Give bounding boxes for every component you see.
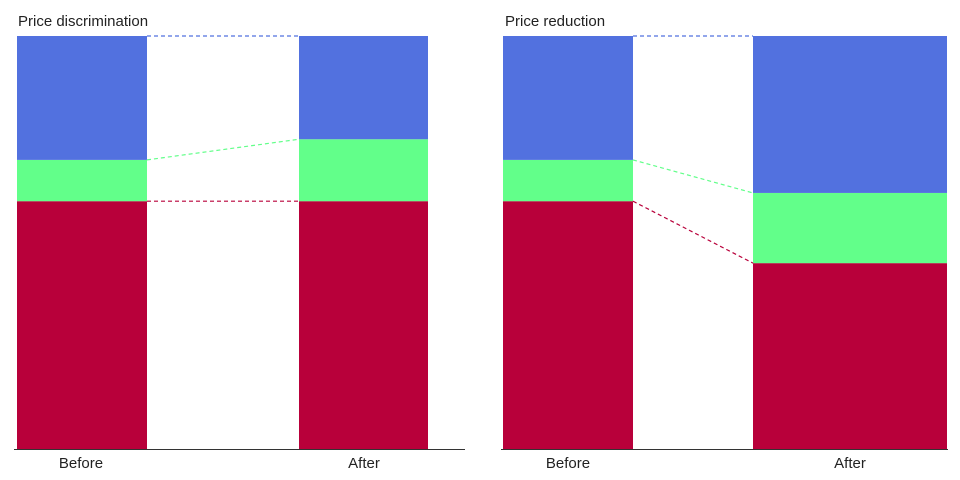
- bar-segment-before-0: [503, 201, 633, 449]
- connector-line-1: [146, 138, 300, 161]
- connector-line-1: [632, 159, 754, 194]
- connector-line-0: [632, 200, 754, 264]
- bar-segment-after-2: [299, 36, 428, 140]
- bar-segment-before-1: [503, 159, 633, 202]
- bar-segment-before-1: [17, 159, 147, 202]
- chart-title-price-reduction: Price reduction: [505, 13, 606, 30]
- bar-segment-after-1: [299, 139, 428, 202]
- x-tick-label-before: Before: [545, 455, 591, 472]
- x-tick-label-after: After: [348, 455, 380, 472]
- bar-segment-after-1: [753, 192, 947, 264]
- x-tick-label-after: After: [834, 455, 866, 472]
- chart-title-price-discrimination: Price discrimination: [18, 13, 149, 30]
- bar-segment-before-0: [17, 201, 147, 449]
- bar-segment-after-0: [299, 201, 428, 449]
- x-tick-label-before: Before: [58, 455, 104, 472]
- bar-segment-before-2: [17, 36, 147, 160]
- bar-segment-after-2: [753, 36, 947, 193]
- bar-segment-after-0: [753, 263, 947, 449]
- bar-segment-before-2: [503, 36, 633, 160]
